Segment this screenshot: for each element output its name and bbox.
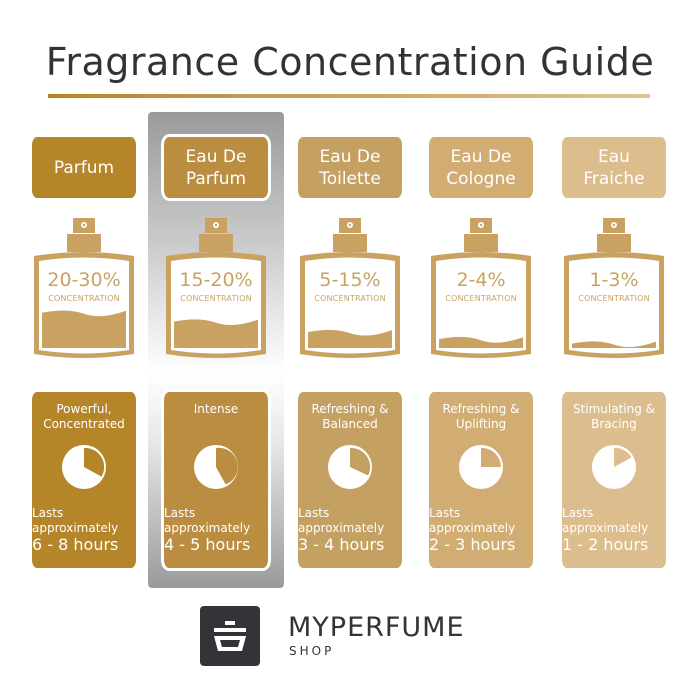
bottle-icon xyxy=(431,218,531,358)
concentration-label: CONCENTRATION xyxy=(180,294,252,303)
clock-empty-wedge xyxy=(350,447,371,476)
clock-icon xyxy=(328,445,372,489)
clock-icon xyxy=(62,445,106,489)
column-0: Parfum 20-30% CONCENTRATION Powerful, Con… xyxy=(32,0,136,700)
liquid-level xyxy=(174,319,258,348)
brand-subtitle: SHOP xyxy=(289,644,335,658)
type-name-line1: Parfum xyxy=(53,157,115,178)
duration-hours: 2 - 3 hours xyxy=(429,535,516,554)
clock-icon xyxy=(592,445,636,489)
type-name-line1: Eau xyxy=(598,146,630,167)
concentration-value: 15-20% xyxy=(179,269,253,291)
clock-empty-wedge xyxy=(84,447,105,477)
concentration-label: CONCENTRATION xyxy=(578,294,650,303)
clock-empty-wedge xyxy=(216,447,238,485)
type-header: Eau Fraiche xyxy=(562,137,666,198)
bottle-icon xyxy=(300,218,400,358)
column-1: Eau De Parfum 15-20% CONCENTRATION Intens… xyxy=(161,0,271,700)
concentration-value: 2-4% xyxy=(456,269,506,291)
column-2: Eau De Toilette 5-15% CONCENTRATION Refre… xyxy=(298,0,402,700)
column-3: Eau De Cologne 2-4% CONCENTRATION Refresh… xyxy=(429,0,533,700)
lasts-text: Lasts approximately xyxy=(298,506,385,535)
description: Refreshing & Balanced xyxy=(311,402,389,431)
clock-empty-wedge xyxy=(481,447,502,467)
bottle-icon xyxy=(166,218,266,358)
brand-name: MYPERFUME xyxy=(288,612,465,643)
bottle-icon xyxy=(564,218,664,358)
type-name-line2: Toilette xyxy=(319,168,381,189)
liquid-level xyxy=(572,341,656,348)
description: Powerful, Concentrated xyxy=(43,402,125,431)
concentration-value: 1-3% xyxy=(589,269,639,291)
description: Stimulating & Bracing xyxy=(572,402,656,431)
duration-hours: 6 - 8 hours xyxy=(32,535,119,554)
concentration-label: CONCENTRATION xyxy=(48,294,120,303)
clock-icon xyxy=(459,445,503,489)
concentration-label: CONCENTRATION xyxy=(314,294,386,303)
description: Refreshing & Uplifting xyxy=(442,402,520,431)
liquid-level xyxy=(308,329,392,348)
page-title: Fragrance Concentration Guide xyxy=(45,40,655,84)
concentration-value: 5-15% xyxy=(319,269,381,291)
clock-empty-wedge xyxy=(614,447,632,467)
bottle-icon xyxy=(34,218,134,358)
logo-icon xyxy=(200,606,260,666)
concentration-value: 20-30% xyxy=(47,269,121,291)
duration-hours: 4 - 5 hours xyxy=(164,535,251,554)
lasts-text: Lasts approximately xyxy=(562,506,649,535)
type-name-line1: Eau De xyxy=(450,146,512,167)
column-4: Eau Fraiche 1-3% CONCENTRATION Stimulatin… xyxy=(562,0,666,700)
duration-hours: 1 - 2 hours xyxy=(562,535,649,554)
type-header: Eau De Toilette xyxy=(298,137,402,198)
type-header: Parfum xyxy=(32,137,136,198)
liquid-level xyxy=(42,310,126,348)
type-name-line1: Eau De xyxy=(319,146,381,167)
clock-icon xyxy=(194,445,238,489)
description: Intense xyxy=(193,402,239,416)
type-name-line2: Cologne xyxy=(446,168,516,189)
lasts-text: Lasts approximately xyxy=(429,506,516,535)
lasts-text: Lasts approximately xyxy=(32,506,119,535)
lasts-text: Lasts approximately xyxy=(164,506,251,535)
duration-hours: 3 - 4 hours xyxy=(298,535,385,554)
type-name-line2: Fraiche xyxy=(583,168,645,189)
liquid-level xyxy=(439,336,523,348)
type-name-line1: Eau De xyxy=(185,146,247,167)
type-name-line2: Parfum xyxy=(185,168,247,189)
type-header: Eau De Parfum xyxy=(161,134,271,201)
concentration-label: CONCENTRATION xyxy=(445,294,517,303)
type-header: Eau De Cologne xyxy=(429,137,533,198)
title-divider xyxy=(48,94,650,98)
